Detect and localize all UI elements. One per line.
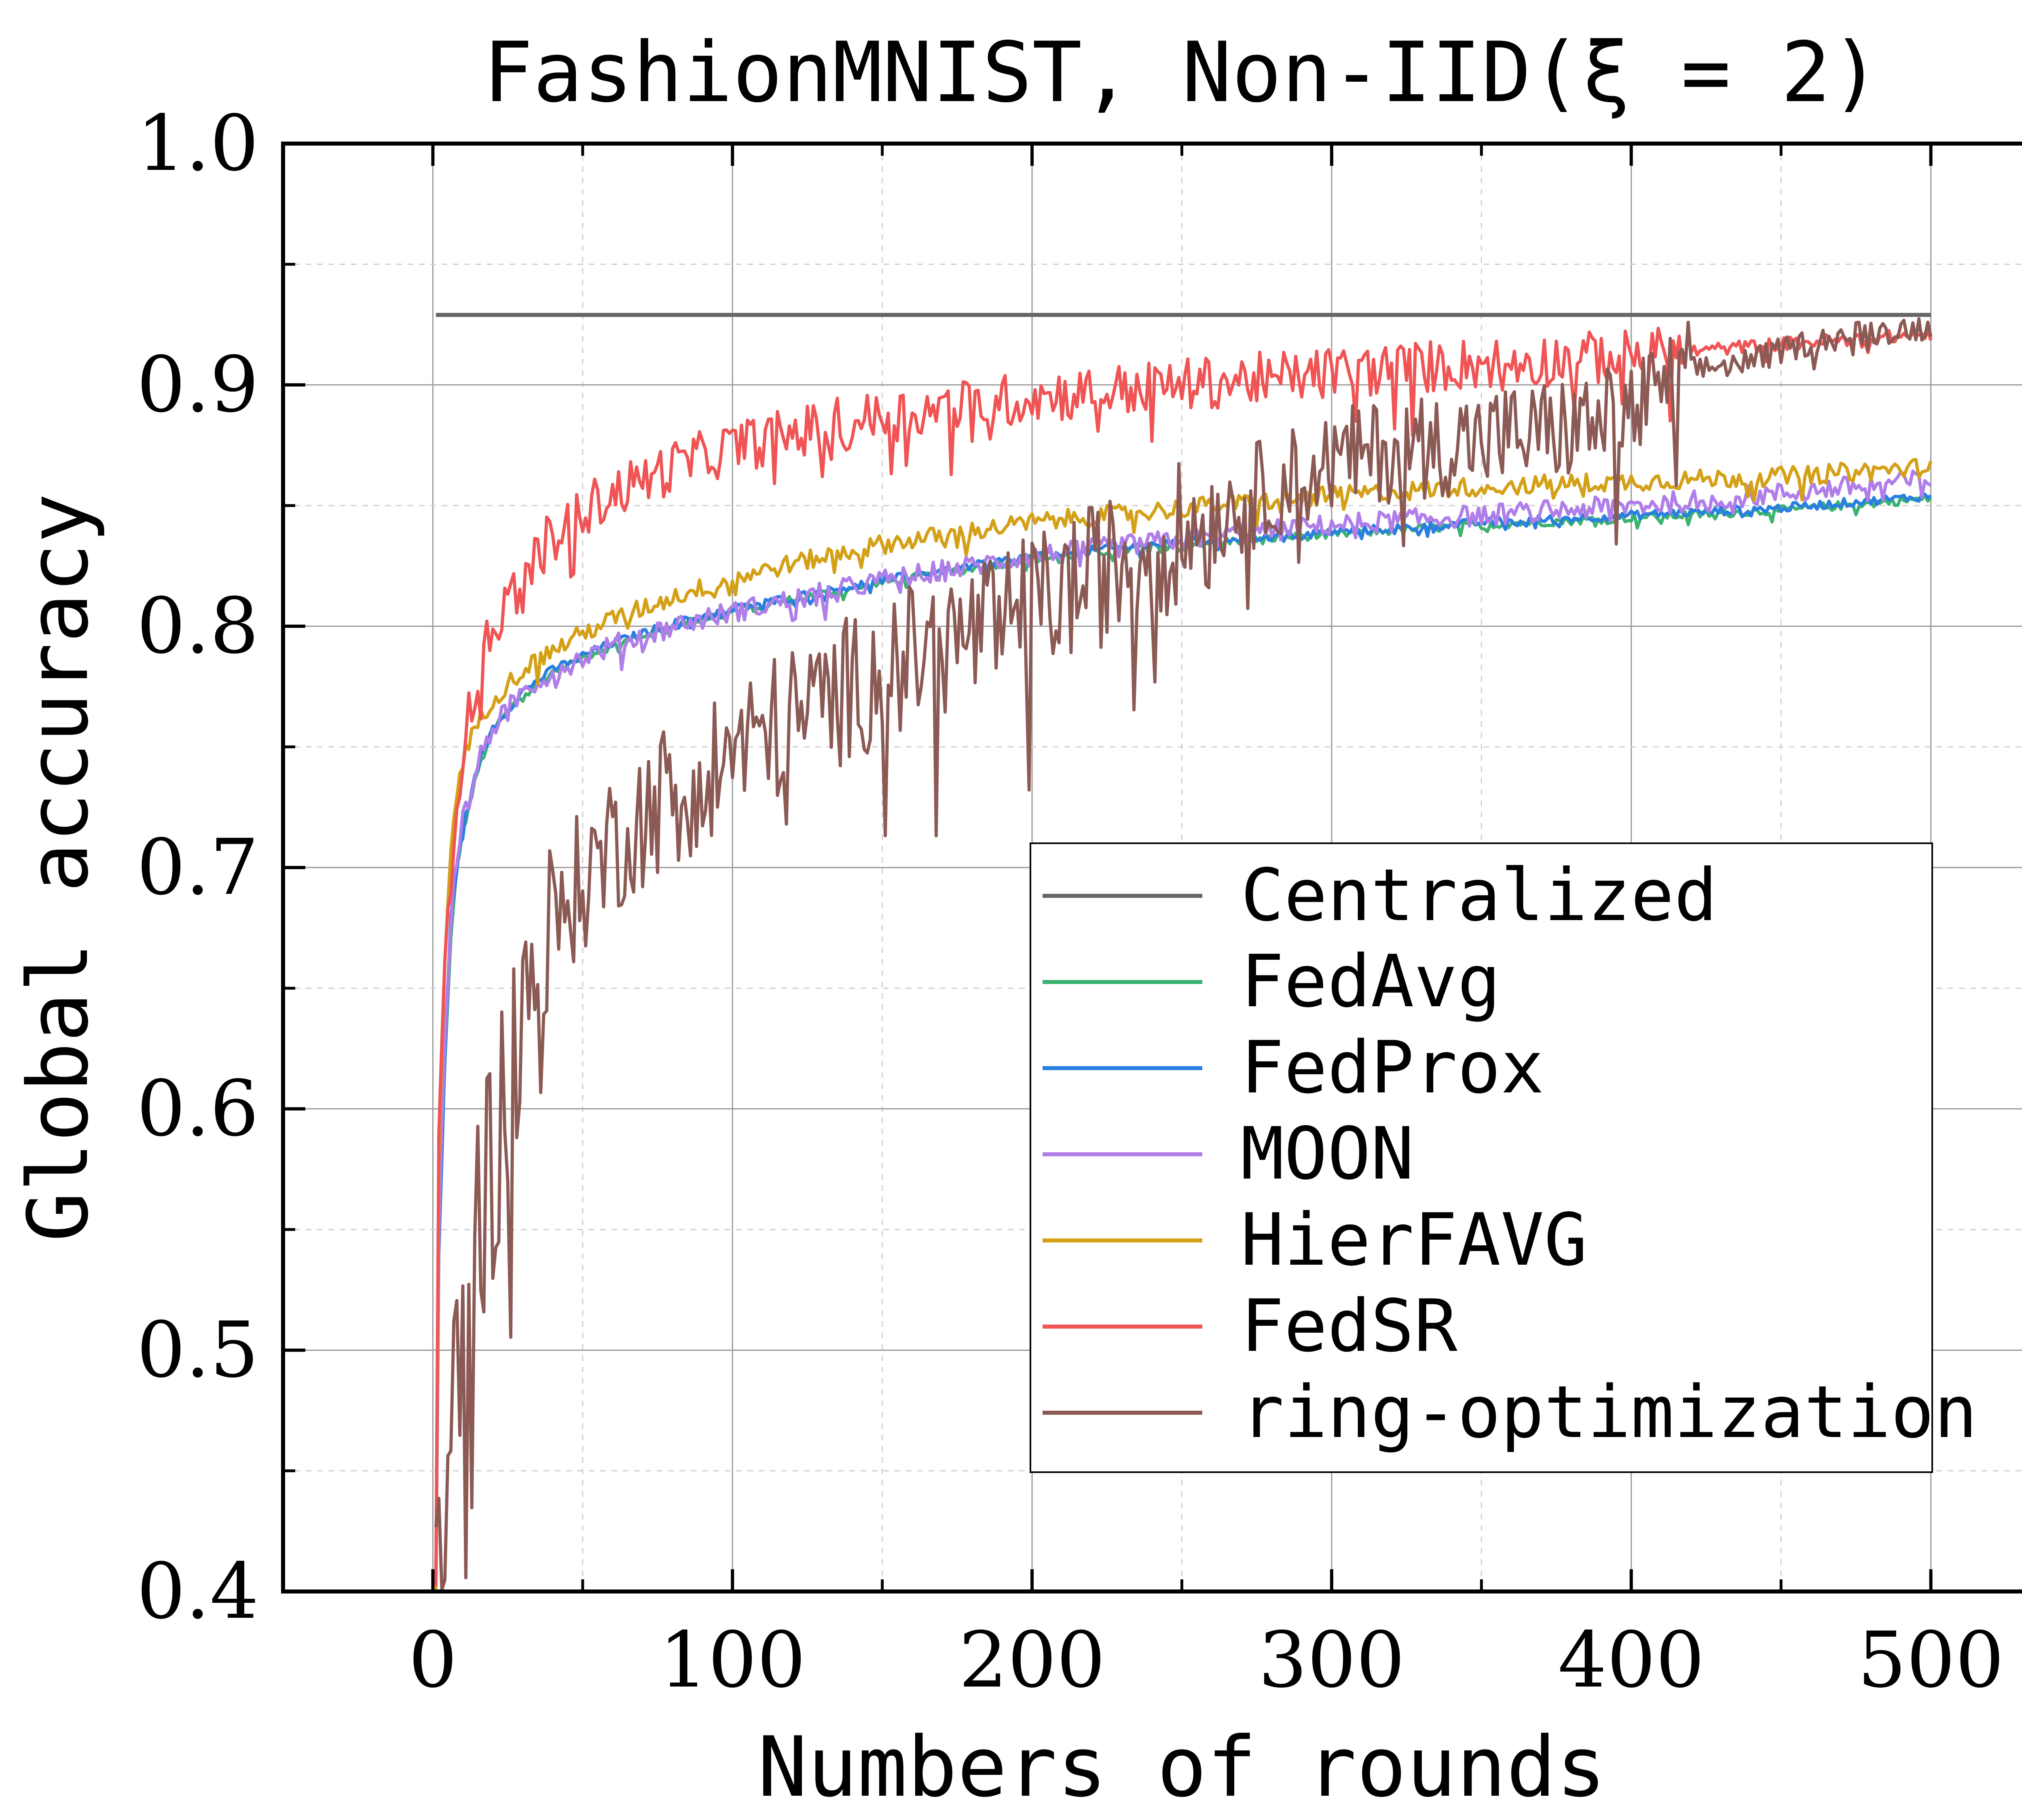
series-line-moon xyxy=(434,469,1932,1591)
series-line-fedsr xyxy=(434,326,1933,1586)
y-tick-label: 0.9 xyxy=(137,340,259,430)
legend-label: MOON xyxy=(1241,1112,1414,1196)
x-tick-label: 100 xyxy=(659,1615,806,1705)
y-tick-label: 1.0 xyxy=(137,99,259,188)
y-axis-title: Global accuracy xyxy=(11,493,107,1242)
y-tick-label: 0.5 xyxy=(137,1305,259,1395)
y-tick-label: 0.7 xyxy=(137,823,259,912)
legend-box xyxy=(1030,842,1933,1473)
x-tick-label: 500 xyxy=(1857,1615,2004,1705)
legend-label: Centralized xyxy=(1241,853,1717,937)
legend-label: FedSR xyxy=(1241,1284,1458,1368)
y-tick-label: 0.6 xyxy=(137,1064,259,1153)
legend: CentralizedFedAvgFedProxMOONHierFAVGFedS… xyxy=(1030,842,1978,1473)
legend-label: HierFAVG xyxy=(1241,1198,1587,1282)
series-line-ring-optimization xyxy=(434,317,1933,1591)
legend-label: FedProx xyxy=(1241,1026,1544,1109)
ticks: 0 100 200 300 400 500 0.4 0.5 0.6 0.7 0.8 0.9 1.0 xyxy=(137,99,2004,1705)
legend-label: FedAvg xyxy=(1241,940,1501,1023)
x-tick-label: 200 xyxy=(959,1615,1106,1705)
y-tick-label: 0.8 xyxy=(137,581,259,671)
x-tick-label: 300 xyxy=(1258,1615,1405,1705)
series-layer xyxy=(434,313,1933,1591)
x-axis-title: Numbers of rounds xyxy=(757,1719,1606,1816)
x-tick-label: 0 xyxy=(408,1615,457,1705)
series-line-hierfavg xyxy=(434,458,1933,1591)
x-tick-label: 400 xyxy=(1558,1615,1705,1705)
series-line-fedavg xyxy=(434,493,1932,1590)
chart-title: FashionMNIST, Non-IID(ξ = 2) xyxy=(483,25,1881,121)
y-tick-label: 0.4 xyxy=(137,1547,259,1636)
legend-label: ring-optimization xyxy=(1241,1370,1978,1454)
